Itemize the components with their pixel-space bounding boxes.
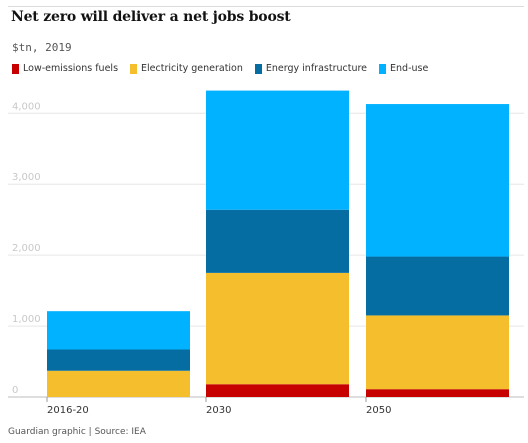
legend-swatch: [12, 63, 19, 74]
legend-swatch: [254, 63, 262, 74]
y-tick-label: 1,000: [12, 314, 41, 325]
y-tick-label: 3,000: [12, 172, 41, 183]
legend-item-end-use: End-use: [379, 63, 428, 74]
y-tick-label: 0: [12, 385, 18, 396]
y-tick-label: 4,000: [12, 101, 41, 112]
x-tick-label: 2016-20: [47, 405, 89, 416]
bar-segment-energy-infrastructure: [206, 209, 349, 273]
bar-segment-electricity-generation: [366, 315, 509, 390]
bar-segment-end-use: [206, 90, 349, 210]
legend-item-energy-infrastructure: Energy infrastructure: [254, 63, 368, 74]
legend-swatch: [379, 63, 387, 74]
bar-segment-low-emissions-fuels: [206, 384, 349, 397]
legend-item-low-emissions-fuels: Low-emissions fuels: [12, 63, 118, 74]
bar-segment-energy-infrastructure: [366, 256, 509, 316]
chart-subtitle: $tn, 2019: [12, 41, 72, 54]
top-rule: [8, 6, 524, 7]
bar-segment-end-use: [47, 311, 190, 350]
y-tick-label: 2,000: [12, 243, 41, 254]
bar-segment-end-use: [366, 104, 509, 257]
source-note: Guardian graphic | Source: IEA: [8, 427, 146, 437]
legend-label: Energy infrastructure: [265, 63, 368, 74]
chart-title: Net zero will deliver a net jobs boost: [11, 9, 291, 25]
legend-label: End-use: [390, 63, 429, 74]
x-tick-label: 2030: [206, 405, 231, 416]
legend-label: Low-emissions fuels: [23, 63, 119, 74]
legend-swatch: [130, 63, 138, 74]
x-tick-label: 2050: [366, 405, 391, 416]
legend: Low-emissions fuels Electricity generati…: [12, 63, 440, 74]
bar-segment-electricity-generation: [206, 272, 349, 385]
bar-segment-energy-infrastructure: [47, 349, 190, 371]
legend-item-electricity-generation: Electricity generation: [130, 63, 243, 74]
legend-label: Electricity generation: [141, 63, 243, 74]
bar-segment-electricity-generation: [47, 370, 190, 397]
bar-segment-low-emissions-fuels: [366, 389, 509, 397]
